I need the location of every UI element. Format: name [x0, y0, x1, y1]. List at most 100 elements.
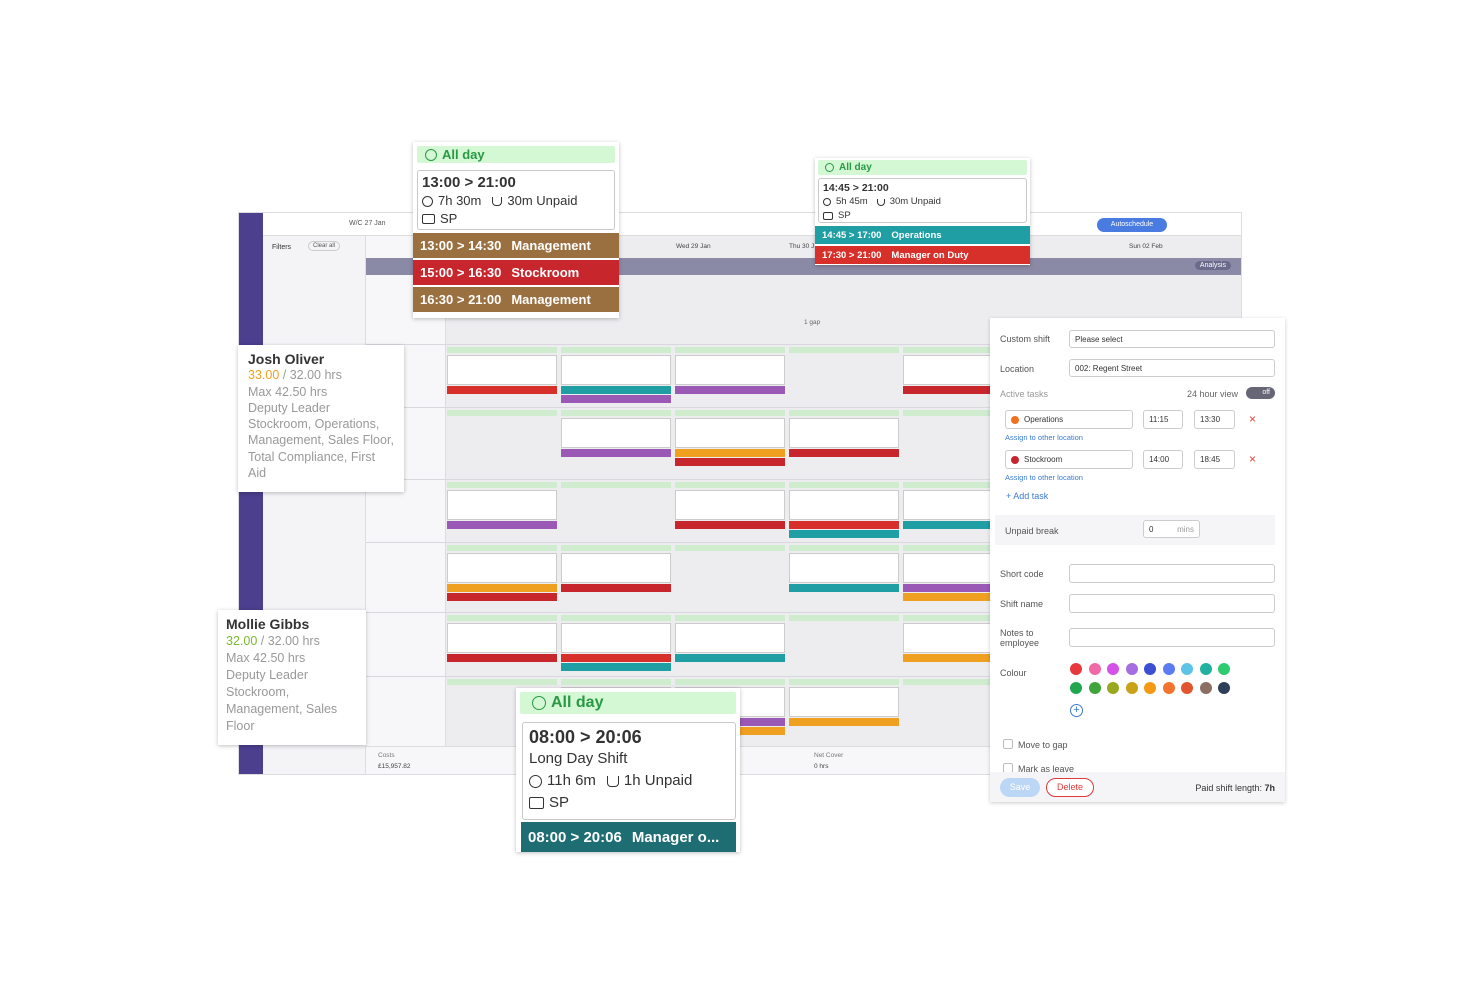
colour-swatch[interactable] — [1070, 682, 1082, 694]
task-strip — [789, 521, 899, 529]
employee-card[interactable]: Josh Oliver 33.00 / 32.00 hrs Max 42.50 … — [238, 345, 404, 492]
shift-block — [675, 623, 785, 653]
shift-name-input[interactable] — [1069, 594, 1275, 613]
colour-swatch[interactable] — [1199, 663, 1212, 675]
all-day-strip — [447, 482, 557, 488]
colour-swatch[interactable] — [1181, 663, 1193, 675]
all-day-strip — [903, 347, 1013, 353]
task-name: Management — [511, 238, 591, 253]
task-bar: 17:30 > 21:00 Manager on Duty — [815, 246, 1030, 264]
employee-column — [366, 236, 446, 774]
week-label[interactable]: W/C 27 Jan — [349, 220, 386, 227]
notes-input[interactable] — [1069, 628, 1275, 647]
add-task[interactable]: + Add task — [1006, 491, 1049, 501]
task-name: Management — [511, 292, 591, 307]
remove-task[interactable]: × — [1249, 412, 1257, 426]
add-colour[interactable]: + — [1070, 704, 1083, 717]
field-label: Colour — [1000, 668, 1027, 678]
row-divider — [366, 612, 1241, 613]
colour-swatch[interactable] — [1144, 663, 1156, 675]
time-input[interactable]: 13:30 — [1194, 410, 1235, 429]
remove-task[interactable]: × — [1249, 452, 1257, 466]
all-day-strip — [447, 679, 557, 685]
shift-card[interactable]: All day 08:00 > 20:06 Long Day Shift 11h… — [516, 688, 740, 852]
task-strip — [789, 530, 899, 538]
field-label: Location — [1000, 364, 1035, 374]
task-name: Stockroom — [511, 265, 580, 280]
custom-shift-select[interactable]: Please select — [1069, 330, 1275, 348]
day-header: Wed 29 Jan — [676, 243, 711, 250]
hour-view-label: 24 hour view — [1187, 389, 1239, 399]
gap-label: 1 gap — [804, 319, 821, 326]
colour-swatch[interactable] — [1125, 682, 1138, 694]
task-list: 14:45 > 17:00 Operations 17:30 > 21:00 Mana… — [815, 226, 1030, 266]
shift-block — [675, 355, 785, 385]
shift-block — [789, 418, 899, 448]
colour-swatch[interactable] — [1088, 663, 1101, 675]
task-strip — [561, 449, 671, 457]
colour-swatch[interactable] — [1088, 682, 1101, 694]
shift-form: Custom shift Please select Location 002:… — [990, 318, 1285, 802]
time-input[interactable]: 11:15 — [1143, 410, 1183, 429]
checkbox[interactable] — [1003, 739, 1013, 749]
colour-swatch[interactable] — [1144, 682, 1156, 694]
colour-swatch[interactable] — [1199, 682, 1212, 694]
task-select[interactable]: Stockroom — [1005, 450, 1133, 469]
all-day-strip — [561, 410, 671, 416]
all-day-strip — [675, 482, 785, 488]
field-label: Custom shift — [1000, 334, 1051, 344]
break: 30m Unpaid — [507, 193, 578, 208]
code: SP — [440, 211, 458, 226]
shift-card[interactable]: All day 13:00 > 21:00 7h 30m 30m Unpaid S… — [413, 142, 619, 318]
shift-card[interactable]: All day 14:45 > 21:00 5h 45m 30m Unpaid S… — [815, 158, 1030, 265]
task-strip — [675, 449, 785, 457]
all-day-header: All day — [520, 692, 736, 714]
colour-swatch[interactable] — [1181, 682, 1193, 694]
location-select[interactable]: 002: Regent Street — [1069, 359, 1275, 377]
save-button[interactable]: Save — [1000, 778, 1040, 797]
shift-name: Long Day Shift — [529, 750, 628, 767]
employee-target: / 32.00 hrs — [260, 634, 320, 648]
task-list: 08:00 > 20:06 Manager o... — [521, 822, 736, 852]
duration: 5h 45m — [836, 196, 868, 207]
colour-swatch[interactable] — [1162, 682, 1175, 694]
all-day-strip — [447, 410, 557, 416]
employee-card[interactable]: Mollie Gibbs 32.00 / 32.00 hrs Max 42.50… — [218, 610, 366, 745]
all-day-strip — [675, 410, 785, 416]
shift-block — [561, 355, 671, 385]
shift-block — [675, 418, 785, 448]
unpaid-input[interactable]: 0 mins — [1143, 520, 1200, 538]
move-to-gap: Move to gap — [1018, 740, 1068, 750]
field-label: Short code — [1000, 569, 1044, 579]
shift-block — [561, 418, 671, 448]
time-input[interactable]: 14:00 — [1143, 450, 1183, 469]
paid-length-value: 7h — [1264, 783, 1275, 793]
colour-swatch[interactable] — [1218, 682, 1230, 694]
task-name: Operations — [1024, 415, 1064, 424]
task-strip — [903, 584, 1013, 592]
clear-all[interactable]: Clear all — [308, 241, 341, 251]
analysis-button[interactable]: Analysis — [1194, 261, 1231, 270]
short-code-input[interactable] — [1069, 564, 1275, 583]
task-bar: 14:45 > 17:00 Operations — [815, 226, 1030, 244]
delete-button[interactable]: Delete — [1046, 778, 1094, 797]
toggle[interactable]: off — [1246, 387, 1275, 399]
task-name: Stockroom — [1024, 455, 1063, 464]
colour-swatch[interactable] — [1162, 663, 1175, 675]
task-select[interactable]: Operations — [1005, 410, 1133, 429]
task-time: 15:00 > 16:30 — [420, 265, 502, 280]
colour-swatch[interactable] — [1125, 663, 1138, 675]
all-day-strip — [561, 545, 671, 551]
all-day-label: All day — [551, 694, 604, 711]
task-strip — [789, 718, 899, 726]
colour-swatch[interactable] — [1070, 663, 1082, 675]
time-input[interactable]: 18:45 — [1194, 450, 1235, 469]
colour-swatch[interactable] — [1107, 682, 1119, 694]
colour-swatch[interactable] — [1218, 663, 1230, 675]
shift-details: 08:00 > 20:06 Long Day Shift 11h 6m 1h Un… — [522, 722, 736, 820]
autoschedule-button[interactable]: Autoschedule — [1097, 218, 1167, 232]
colour-swatch[interactable] — [1107, 663, 1119, 675]
task-strip — [675, 458, 785, 466]
all-day-strip — [675, 615, 785, 621]
